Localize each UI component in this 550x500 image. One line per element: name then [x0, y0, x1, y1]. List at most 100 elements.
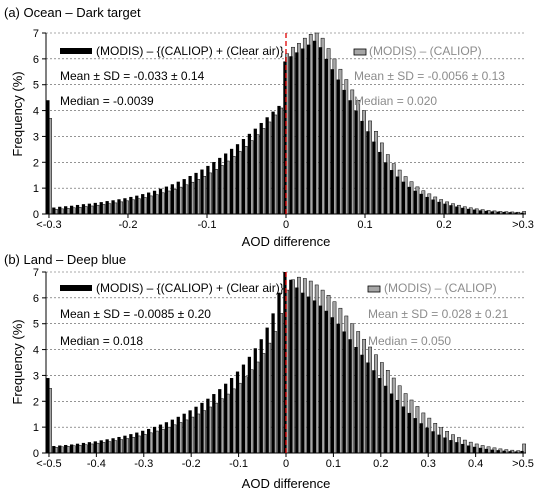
bar-black: [75, 443, 80, 453]
legend-label-black: (MODIS) – {(CALIOP) + (Clear air)}: [96, 44, 284, 58]
bar-black: [372, 141, 376, 214]
bar-black: [206, 398, 210, 453]
bar-black: [407, 412, 412, 453]
y-tick-label: 6: [33, 54, 39, 66]
bar-black: [514, 451, 518, 453]
bar-black: [301, 48, 305, 215]
annotation-mean-gray: Mean ± SD = -0.0056 ± 0.13: [354, 69, 505, 83]
bar-black: [235, 144, 240, 214]
bar-black: [129, 196, 133, 214]
legend-swatch-gray: [353, 48, 367, 56]
bar-black: [413, 190, 417, 214]
bar-black: [283, 61, 287, 214]
bar-black: [443, 437, 447, 453]
bar-black: [330, 69, 334, 214]
bar-black: [218, 157, 222, 214]
x-tick-label: 0.2: [373, 458, 388, 470]
y-tick-label: 7: [33, 267, 39, 279]
bar-black: [520, 212, 524, 214]
bar-black: [372, 370, 376, 453]
y-tick-label: 4: [33, 106, 39, 118]
bar-black: [467, 445, 471, 453]
bar-black: [342, 331, 346, 453]
bar-black: [152, 190, 157, 214]
bar-black: [336, 79, 340, 214]
bar-black: [360, 120, 364, 214]
y-axis-label: Frequency (%): [10, 319, 25, 404]
bar-black: [200, 169, 204, 214]
x-tick-label: 0: [283, 458, 289, 470]
legend-label-gray: (MODIS) – (CALIOP): [384, 281, 497, 295]
bar-black: [472, 209, 477, 214]
bar-black: [247, 133, 252, 214]
y-tick-label: 1: [33, 422, 39, 434]
x-tick-label: -0.4: [87, 458, 106, 470]
bar-black: [467, 208, 471, 214]
bar-black: [389, 170, 394, 214]
x-tick-label: 0: [283, 219, 289, 231]
bar-black: [514, 212, 518, 214]
bar-black: [413, 418, 417, 453]
x-tick-label: 0.3: [421, 458, 436, 470]
bar-black: [200, 402, 204, 453]
bar-black: [253, 128, 257, 214]
bar-black: [478, 447, 483, 453]
bar-black: [188, 175, 192, 214]
x-tick-label: 0.1: [357, 219, 372, 231]
bar-black: [348, 100, 352, 214]
bar-black: [164, 186, 169, 214]
y-ticks: 0 1 2 3 4 5 6 7: [33, 28, 46, 221]
bar-black: [117, 436, 121, 453]
bar-black: [395, 176, 400, 214]
bar-black: [307, 296, 311, 453]
x-tick-label: >0.5: [512, 458, 534, 470]
bar-black: [437, 201, 441, 214]
bar-black: [455, 442, 459, 453]
bar-black: [141, 194, 145, 214]
bar-black: [271, 313, 275, 453]
bar-black: [461, 207, 465, 214]
bar-black: [419, 193, 423, 214]
bar-black: [69, 444, 74, 453]
bar-black: [407, 186, 412, 214]
bar-black: [93, 441, 97, 453]
bar-black: [378, 151, 382, 214]
bar-black: [431, 199, 435, 214]
bar-black: [324, 58, 329, 214]
bar-black: [496, 450, 500, 453]
bar-black: [176, 181, 180, 214]
bar-black: [490, 449, 494, 453]
bars: [46, 32, 526, 215]
bar-black: [437, 434, 441, 453]
bar-black: [69, 205, 74, 214]
bar-black: [206, 165, 210, 214]
annotation-median-gray: Median = 0.020: [354, 94, 437, 108]
bar-black: [212, 162, 216, 214]
bar-black: [170, 419, 174, 453]
x-tick-label: 0.4: [468, 458, 483, 470]
panel-land: (b) Land – Deep blue Frequency (%) AOD d…: [4, 252, 534, 491]
annotation-mean-gray: Mean ± SD = 0.028 ± 0.21: [368, 307, 509, 321]
bar-black: [283, 272, 287, 453]
bar-black: [259, 339, 263, 453]
bar-black: [336, 323, 340, 453]
bar-black: [301, 292, 305, 453]
bar-black: [502, 450, 506, 453]
x-tick-label: 0.2: [436, 219, 451, 231]
bar-black: [135, 432, 139, 453]
x-ticks: <-0.3 -0.2 -0.1 0 0.1 0.2 >0.3: [36, 214, 534, 231]
bar-black: [354, 110, 358, 214]
bar-black: [75, 204, 80, 214]
bar-black: [87, 203, 92, 214]
bar-black: [330, 317, 334, 453]
bar-black: [224, 383, 228, 453]
bar-black: [64, 206, 68, 214]
bar-black: [129, 434, 133, 453]
y-tick-label: 1: [33, 183, 39, 195]
bar-black: [93, 202, 97, 214]
bar-black: [425, 427, 429, 453]
legend-swatch-black: [60, 285, 92, 291]
bar-black: [461, 443, 465, 453]
